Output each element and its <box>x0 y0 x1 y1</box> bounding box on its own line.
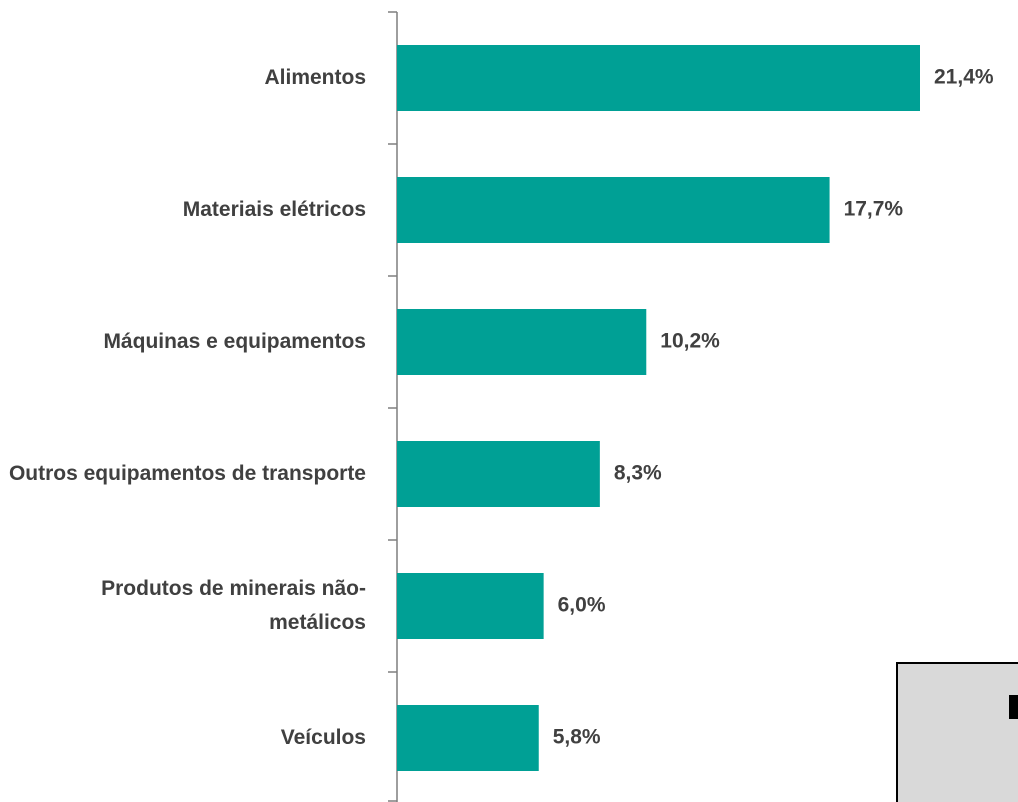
y-tick-text: Produtos de minerais não-metálicos <box>101 577 366 634</box>
bar <box>397 441 600 507</box>
value-label: 17,7% <box>844 198 904 221</box>
value-label: 21,4% <box>934 66 994 89</box>
y-tick-text: Materiais elétricos <box>182 198 366 221</box>
bar <box>397 45 920 111</box>
value-label: 5,8% <box>553 726 601 749</box>
overlay-box <box>896 662 1018 802</box>
y-tick-text: Veículos <box>280 726 366 749</box>
bar <box>397 177 830 243</box>
y-tick-label: Alimentos <box>6 12 366 144</box>
y-tick-text: Outros equipamentos de transporte <box>8 462 366 485</box>
y-tick-label: Materiais elétricos <box>6 144 366 276</box>
bar <box>397 309 647 375</box>
y-tick-text: Máquinas e equipamentos <box>103 330 366 353</box>
y-tick-label: Veículos <box>6 672 366 802</box>
value-label: 8,3% <box>614 462 662 485</box>
value-label: 10,2% <box>660 330 720 353</box>
bar <box>397 573 544 639</box>
y-tick-label: Máquinas e equipamentos <box>6 276 366 408</box>
bar <box>397 705 539 771</box>
y-tick-text: Alimentos <box>264 66 366 89</box>
y-tick-label: Outros equipamentos de transporte <box>6 408 366 540</box>
overlay-glyph <box>1009 695 1018 719</box>
value-label: 6,0% <box>558 594 606 617</box>
y-tick-label: Produtos de minerais não-metálicos <box>6 540 366 672</box>
